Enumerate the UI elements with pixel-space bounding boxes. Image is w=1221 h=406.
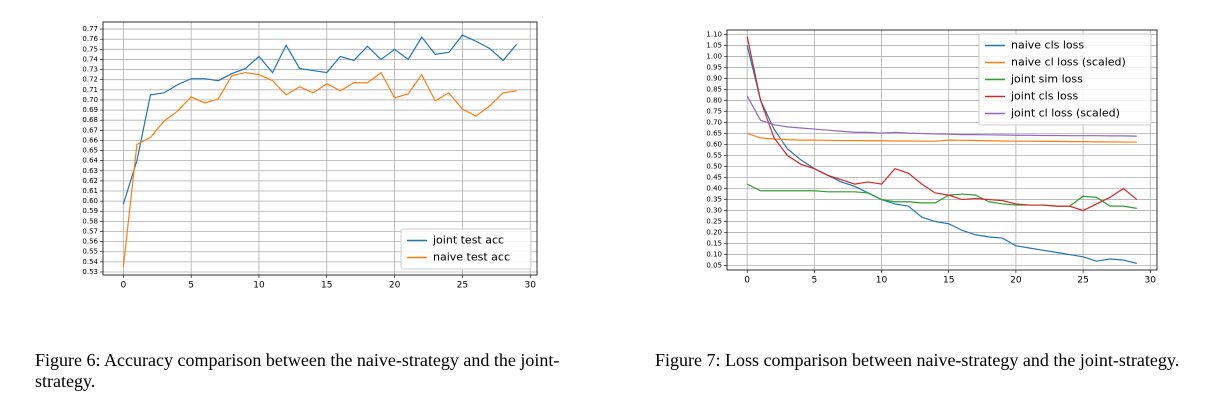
legend-box xyxy=(400,228,532,270)
y-tick-label: 0.60 xyxy=(82,197,98,205)
legend-label: naive test acc xyxy=(433,251,510,264)
y-tick-label: 0.68 xyxy=(82,116,98,124)
legend-label: naive cls loss xyxy=(1011,39,1084,52)
y-tick-label: 0.67 xyxy=(82,126,98,134)
y-tick-label: 0.15 xyxy=(706,240,722,248)
x-tick-label: 10 xyxy=(876,276,888,286)
y-tick-label: 0.90 xyxy=(706,74,722,82)
y-tick-label: 0.70 xyxy=(706,118,722,126)
legend-label: joint test acc xyxy=(432,234,504,247)
series-line xyxy=(746,36,1138,212)
y-tick-label: 0.74 xyxy=(82,55,98,63)
y-tick-label: 0.80 xyxy=(706,96,722,104)
x-tick-label: 0 xyxy=(120,281,126,291)
y-tick-label: 0.73 xyxy=(82,66,98,74)
y-tick-label: 0.75 xyxy=(706,107,722,115)
legend-label: naive cl loss (scaled) xyxy=(1011,56,1126,69)
y-tick-label: 0.71 xyxy=(82,86,98,94)
y-tick-label: 0.20 xyxy=(706,229,722,237)
y-tick-label: 0.70 xyxy=(82,96,98,104)
x-tick-label: 0 xyxy=(744,276,750,286)
y-tick-label: 0.40 xyxy=(706,185,722,193)
y-tick-label: 0.95 xyxy=(706,63,722,71)
series-line xyxy=(122,34,518,205)
y-tick-label: 0.77 xyxy=(82,25,98,33)
y-tick-label: 0.55 xyxy=(82,248,98,256)
legend-label: joint sim loss xyxy=(1010,73,1083,86)
y-tick-label: 0.66 xyxy=(82,136,98,144)
y-tick-label: 0.05 xyxy=(706,262,722,270)
y-tick-label: 0.65 xyxy=(706,129,722,137)
x-tick-label: 15 xyxy=(321,281,332,291)
y-tick-label: 0.45 xyxy=(706,174,722,182)
y-tick-label: 0.58 xyxy=(82,217,98,225)
y-tick-label: 0.62 xyxy=(82,177,98,185)
plot-frame xyxy=(102,21,538,276)
y-tick-label: 0.55 xyxy=(706,152,722,160)
y-tick-label: 1.10 xyxy=(706,30,722,38)
x-tick-label: 10 xyxy=(253,281,265,291)
x-tick-label: 25 xyxy=(1077,276,1088,286)
x-tick-label: 20 xyxy=(389,281,401,291)
y-tick-label: 0.85 xyxy=(706,85,722,93)
plot-frame xyxy=(726,29,1158,271)
caption: Figure 7: Loss comparison between naive-… xyxy=(655,350,1180,370)
y-tick-label: 0.76 xyxy=(82,35,98,43)
y-tick-label: 0.57 xyxy=(82,227,98,235)
y-tick-label: 1.05 xyxy=(706,41,722,49)
x-tick-label: 15 xyxy=(943,276,954,286)
y-tick-label: 0.56 xyxy=(82,238,98,246)
legend-label: joint cls loss xyxy=(1010,90,1078,103)
y-tick-label: 0.54 xyxy=(82,258,98,266)
series-line xyxy=(746,183,1137,209)
y-tick-label: 0.53 xyxy=(82,268,98,276)
caption: Figure 6: Accuracy comparison between th… xyxy=(35,350,560,391)
y-tick-label: 0.65 xyxy=(82,147,98,155)
y-tick-label: 0.64 xyxy=(82,157,98,165)
y-tick-label: 0.59 xyxy=(82,207,98,215)
y-tick-label: 0.25 xyxy=(706,218,722,226)
y-tick-label: 0.35 xyxy=(706,196,722,204)
series-line xyxy=(746,45,1137,264)
series-line xyxy=(746,95,1137,137)
y-tick-label: 0.60 xyxy=(706,140,722,148)
x-tick-label: 25 xyxy=(457,281,468,291)
x-tick-label: 20 xyxy=(1010,276,1022,286)
legend-label: joint cl loss (scaled) xyxy=(1010,107,1120,120)
y-tick-label: 0.69 xyxy=(82,106,98,114)
y-tick-label: 0.61 xyxy=(82,187,98,195)
x-tick-label: 30 xyxy=(1145,276,1157,286)
x-tick-label: 5 xyxy=(811,276,817,286)
series-line xyxy=(122,71,517,267)
x-tick-label: 5 xyxy=(188,281,194,291)
y-tick-label: 0.10 xyxy=(706,251,722,259)
x-tick-label: 30 xyxy=(524,281,536,291)
y-tick-label: 0.63 xyxy=(82,167,98,175)
y-tick-label: 0.50 xyxy=(706,163,722,171)
legend-box xyxy=(978,33,1152,126)
y-tick-label: 0.72 xyxy=(82,76,98,84)
y-tick-label: 0.75 xyxy=(82,45,98,53)
series-line xyxy=(746,132,1137,143)
y-tick-label: 1.00 xyxy=(706,52,722,60)
y-tick-label: 0.30 xyxy=(706,207,722,215)
